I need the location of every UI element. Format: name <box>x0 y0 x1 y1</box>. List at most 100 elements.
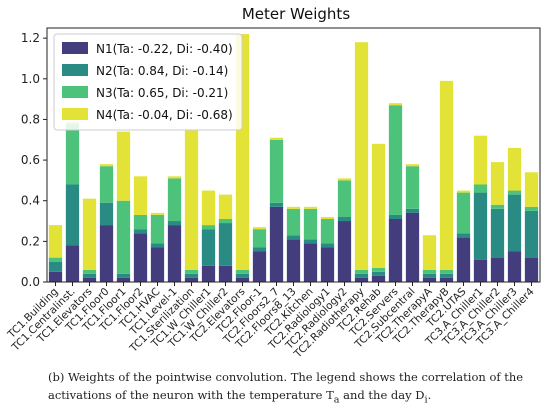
bar-segment <box>422 273 437 278</box>
figure-caption: (b) Weights of the pointwise convolution… <box>48 368 548 409</box>
bar-segment <box>99 164 114 167</box>
bar-segment <box>150 214 165 244</box>
bar-segment <box>439 273 454 278</box>
bar-segment <box>82 198 97 270</box>
bar-segment <box>405 166 420 209</box>
bar-segment <box>99 202 114 226</box>
bar-segment <box>167 225 182 282</box>
bar-segment <box>184 269 199 274</box>
legend-label: N2(Ta: 0.84, Di: -0.14) <box>96 64 228 78</box>
bar-segment <box>252 227 267 230</box>
bar-segment <box>218 194 233 219</box>
bar-segment <box>65 123 80 185</box>
chart-title: Meter Weights <box>242 5 350 23</box>
bar-segment <box>235 277 250 282</box>
bar-segment <box>133 176 148 215</box>
bar-segment <box>456 190 471 193</box>
bar-segment <box>320 219 335 244</box>
bar-segment <box>388 103 403 106</box>
bar-segment <box>252 229 267 248</box>
bar-segment <box>490 162 505 205</box>
bar-segment <box>201 229 216 266</box>
bar-segment <box>490 204 505 209</box>
bar-segment <box>48 271 63 282</box>
bar-segment <box>405 208 420 213</box>
bar-segment <box>167 176 182 179</box>
bar-segment <box>303 208 318 240</box>
bar-segment <box>99 166 114 203</box>
legend: N1(Ta: -0.22, Di: -0.40) N2(Ta: 0.84, Di:… <box>53 33 243 131</box>
bar-segment <box>439 80 454 270</box>
bar-segment <box>167 178 182 222</box>
bar-segment <box>82 269 97 274</box>
bar-segment <box>337 180 352 217</box>
bar-segment <box>507 251 522 282</box>
caption-sub-i: i <box>424 394 428 406</box>
bar-segment <box>388 105 403 215</box>
bar-segment <box>320 216 335 220</box>
bar-segment <box>524 172 539 207</box>
bar-segment <box>473 184 488 193</box>
bar-segment <box>116 277 131 282</box>
bar-segment <box>371 143 386 268</box>
bar-segment <box>184 129 199 270</box>
bar-segment <box>184 273 199 278</box>
bar-segment <box>286 239 301 282</box>
bar-segment <box>473 135 488 185</box>
meter-weights-chart: Meter Weights 0.00.20.40.60.81.01.2TC1.B… <box>5 5 541 361</box>
bar-segment <box>99 225 114 282</box>
caption-mid: and the day D <box>339 388 425 402</box>
bar-segment <box>201 225 216 230</box>
y-tick-label: 0.0 <box>21 275 40 289</box>
bar-segment <box>218 223 233 266</box>
bar-segment <box>524 206 539 211</box>
bar-segment <box>269 202 284 207</box>
bar-segment <box>303 243 318 282</box>
legend-label: N4(Ta: -0.04, Di: -0.68) <box>96 108 233 122</box>
bar-segment <box>65 184 80 246</box>
bar-segment <box>150 212 165 215</box>
bar-segment <box>473 259 488 282</box>
bar-segment <box>269 137 284 140</box>
legend-label: N3(Ta: 0.65, Di: -0.21) <box>96 86 228 100</box>
bar-segment <box>388 214 403 219</box>
bar-segment <box>303 239 318 244</box>
legend-swatch <box>62 86 88 98</box>
bar-segment <box>235 269 250 274</box>
bar-segment <box>218 265 233 282</box>
bar-segment <box>456 233 471 238</box>
bar-segment <box>201 265 216 282</box>
bar-segment <box>337 221 352 282</box>
caption-label: (b) <box>48 370 65 384</box>
bar-segment <box>65 245 80 282</box>
bar-segment <box>507 194 522 252</box>
y-tick-label: 0.2 <box>21 234 40 248</box>
bar-segment <box>320 243 335 248</box>
bar-segment <box>82 277 97 282</box>
legend-swatch <box>62 64 88 76</box>
bar-segment <box>48 261 63 272</box>
bar-segment <box>133 233 148 282</box>
bar-segment <box>167 221 182 226</box>
bar-segment <box>371 275 386 282</box>
bar-segment <box>473 192 488 260</box>
bar-segment <box>405 212 420 282</box>
bar-segment <box>320 247 335 282</box>
caption-text: Weights of the pointwise convolution. Th… <box>48 370 524 402</box>
bar-segment <box>116 200 131 274</box>
bar-segment <box>269 206 284 282</box>
bar-segment <box>456 192 471 234</box>
bar-segment <box>507 147 522 191</box>
bar-segment <box>507 190 522 195</box>
legend-box <box>53 33 243 131</box>
bar-segment <box>48 225 63 258</box>
bar-segment <box>354 269 369 274</box>
bar-segment <box>269 139 284 203</box>
legend-swatch <box>62 108 88 120</box>
bar-segment <box>218 219 233 224</box>
bar-segment <box>286 235 301 240</box>
bar-segment <box>388 219 403 282</box>
bar-segment <box>354 42 369 270</box>
bar-segment <box>524 257 539 282</box>
legend-label: N1(Ta: -0.22, Di: -0.40) <box>96 42 233 56</box>
